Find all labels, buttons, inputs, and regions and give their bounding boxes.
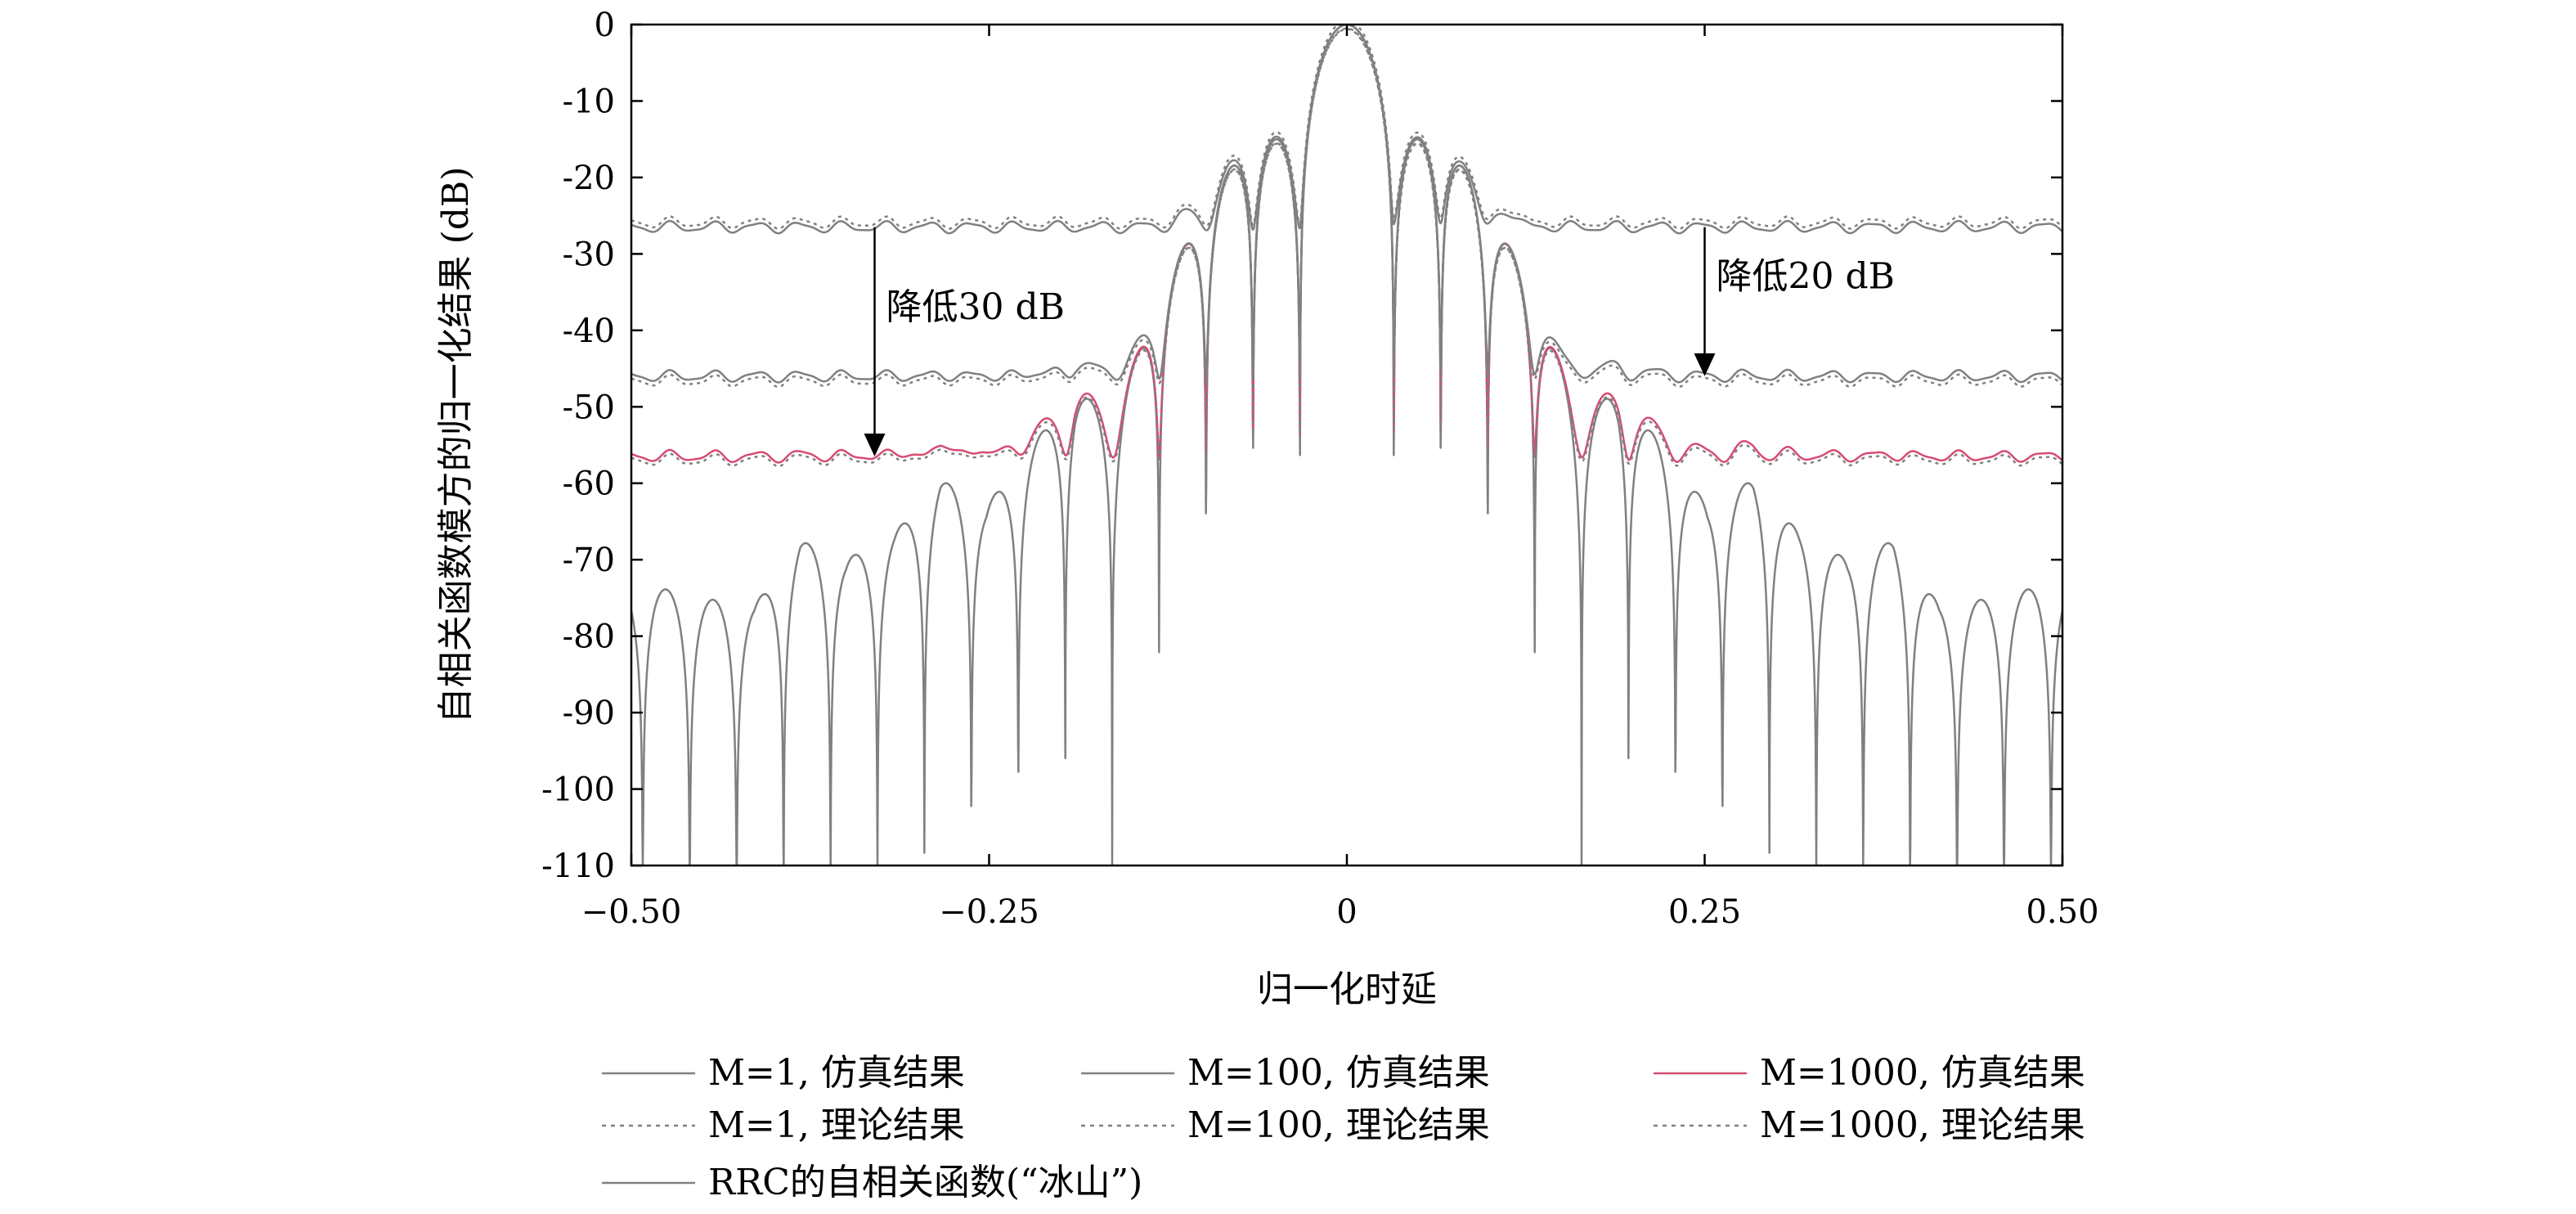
y-tick-label: -80 (563, 618, 615, 656)
m100-theory-curve (631, 28, 2062, 389)
annotation-arrowhead-right (1694, 353, 1716, 376)
y-tick-label: -10 (563, 83, 615, 120)
legend-label: M=1000, 理论结果 (1760, 1104, 2085, 1146)
x-tick-label: 0.25 (1668, 893, 1741, 931)
y-tick-label: -100 (541, 771, 615, 809)
x-axis-label: 归一化时延 (1257, 969, 1437, 1010)
legend-item: M=1, 仿真结果 (602, 1052, 965, 1094)
y-tick-label: -60 (563, 465, 615, 503)
m1-theory-curve (631, 25, 2062, 230)
legend-label: M=100, 仿真结果 (1187, 1052, 1490, 1094)
legend-label: M=100, 理论结果 (1187, 1104, 1490, 1146)
legend-item: M=100, 仿真结果 (1081, 1052, 1490, 1094)
y-tick-label: -20 (563, 160, 615, 197)
m100-sim-curve (631, 25, 2062, 384)
x-tick-label: −0.50 (581, 893, 682, 931)
legend-label: M=1, 仿真结果 (708, 1052, 965, 1094)
annotation-arrowhead-left (864, 434, 886, 457)
legend-item: M=1000, 理论结果 (1654, 1104, 2085, 1146)
y-axis-label: 自相关函数模方的归一化结果 (dB) (435, 167, 477, 724)
legend-label: RRC的自相关函数(“冰山”) (708, 1162, 1142, 1203)
legend-item: M=1, 理论结果 (602, 1104, 965, 1146)
y-tick-label: -30 (563, 236, 615, 273)
x-tick-label: 0 (1336, 893, 1357, 931)
m1-sim-curve (631, 25, 2062, 235)
plot-curves (631, 25, 2062, 866)
y-tick-label: -90 (563, 695, 615, 732)
m1000-sim-curve (631, 25, 2062, 464)
legend-item: M=1000, 仿真结果 (1654, 1052, 2085, 1094)
rrc-curve (631, 25, 2062, 866)
y-tick-label: -110 (541, 848, 615, 885)
legend-item: M=100, 理论结果 (1081, 1104, 1490, 1146)
annotation-label-left: 降低30 dB (886, 286, 1065, 328)
annotation-label-right: 降低20 dB (1717, 255, 1895, 297)
legend-item: RRC的自相关函数(“冰山”) (602, 1162, 1142, 1203)
y-tick-label: 0 (595, 7, 615, 44)
x-tick-label: 0.50 (2026, 893, 2098, 931)
axis-ticks: −0.50 −0.25 0 0.25 0.50 0 -10 -20 -30 -40 -50 -60 -7… (541, 7, 2098, 931)
y-tick-label: -40 (563, 312, 615, 350)
legend-label: M=1000, 仿真结果 (1760, 1052, 2085, 1094)
legend-label: M=1, 理论结果 (708, 1104, 965, 1146)
y-tick-label: -70 (563, 542, 615, 579)
annotations: 降低30 dB 降低20 dB (864, 227, 1895, 457)
legend: M=1, 仿真结果 M=100, 仿真结果 M=1000, 仿真结果 M=1, … (602, 1052, 2085, 1203)
x-tick-label: −0.25 (939, 893, 1039, 931)
y-tick-label: -50 (563, 389, 615, 426)
